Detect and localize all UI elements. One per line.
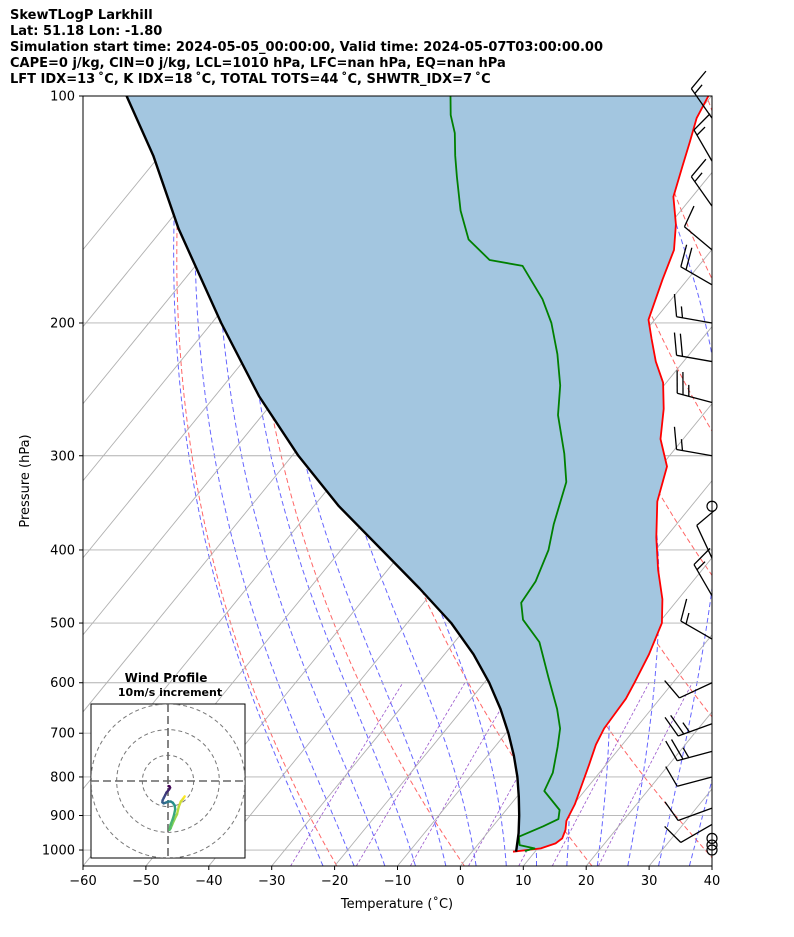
isotherm-line — [522, 634, 712, 866]
dry-adiabat — [772, 96, 794, 866]
mixing-ratio-line — [551, 682, 650, 866]
wind-barb — [665, 739, 713, 762]
isotherm-line — [83, 96, 209, 251]
moist-adiabat — [634, 96, 712, 866]
wind-barb — [690, 70, 713, 119]
moist-adiabat — [239, 96, 416, 866]
y-tick-label: 300 — [50, 449, 75, 464]
hodograph-title: Wind Profile — [125, 671, 208, 685]
hodograph-segment — [175, 805, 180, 816]
y-tick-label: 400 — [50, 543, 75, 558]
x-tick-label: −10 — [384, 874, 411, 889]
x-tick-label: 40 — [704, 874, 721, 889]
mixing-ratio-line — [290, 682, 404, 866]
dry-adiabat — [176, 96, 338, 866]
y-tick-label: 1000 — [42, 844, 75, 859]
x-tick-label: −30 — [258, 874, 285, 889]
y-tick-label: 700 — [50, 727, 75, 742]
cin-shade-area — [126, 96, 709, 852]
cape-line: CAPE=0 j/kg, CIN=0 j/kg, LCL=1010 hPa, L… — [10, 56, 506, 71]
x-tick-label: −50 — [132, 874, 159, 889]
parcel-profile-line — [125, 96, 521, 852]
moist-adiabat — [688, 778, 712, 866]
y-tick-label: 500 — [50, 617, 75, 632]
wind-barb — [696, 510, 715, 559]
time-line: Simulation start time: 2024-05-05_00:00:… — [10, 40, 603, 55]
wind-barb — [664, 714, 713, 737]
wind-barb — [690, 158, 713, 207]
mixing-ratio-line — [598, 682, 693, 866]
dry-adiabat — [248, 96, 465, 866]
indices-line: LFT IDX=13 ˚C, K IDX=18 ˚C, TOTAL TOTS=4… — [10, 72, 491, 87]
moist-adiabat — [264, 96, 447, 866]
wind-barb — [664, 801, 713, 822]
dry-adiabat — [706, 96, 712, 113]
isotherm-line — [711, 865, 712, 866]
y-tick-label: 900 — [50, 809, 75, 824]
wind-barb — [664, 823, 713, 844]
wind-barb — [693, 547, 713, 597]
location-line: Lat: 51.18 Lon: -1.80 — [10, 24, 163, 39]
dewpoint-profile-line — [449, 96, 568, 852]
mixing-ratio-line — [355, 682, 466, 866]
x-tick-label: 10 — [515, 874, 532, 889]
y-tick-label: 600 — [50, 676, 75, 691]
wind-barb — [680, 598, 713, 640]
hodograph-subtitle: 10m/s increment — [118, 686, 222, 699]
wind-barb — [693, 113, 713, 162]
wind-barb — [665, 766, 713, 787]
moist-adiabat — [216, 96, 386, 866]
wind-barb — [673, 332, 713, 363]
x-tick-label: −60 — [69, 874, 96, 889]
x-axis-label: Temperature (˚C) — [340, 896, 453, 912]
y-tick-label: 800 — [50, 770, 75, 785]
wind-barb — [664, 680, 713, 699]
wind-barb — [683, 205, 713, 251]
temperature-profile-line — [512, 96, 710, 853]
isotherm-line — [585, 711, 712, 866]
chart-title: SkewTLogP Larkhill — [10, 8, 153, 23]
isotherm-line — [83, 96, 272, 328]
x-tick-label: 20 — [578, 874, 595, 889]
wind-barb — [676, 370, 713, 404]
wind-barb — [680, 244, 713, 286]
x-tick-label: −20 — [321, 874, 348, 889]
x-tick-label: −40 — [195, 874, 222, 889]
moist-adiabat — [173, 96, 324, 866]
y-tick-label: 200 — [50, 316, 75, 331]
x-tick-label: 0 — [456, 874, 464, 889]
y-axis-label: Pressure (hPa) — [18, 434, 33, 527]
y-tick-label: 100 — [50, 90, 75, 105]
wind-barb — [673, 426, 713, 457]
wind-barb — [673, 293, 713, 324]
x-tick-label: 30 — [641, 874, 658, 889]
mixing-ratio-line — [410, 682, 517, 866]
